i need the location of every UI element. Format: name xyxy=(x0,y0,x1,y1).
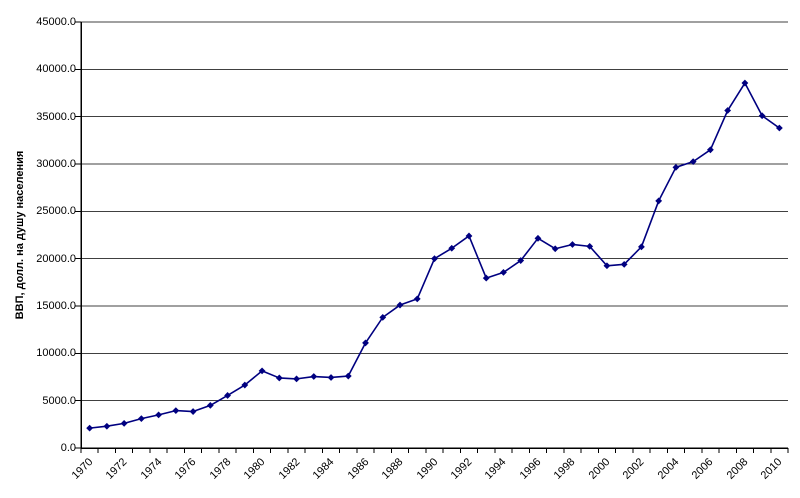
y-tick-label: 15000.0 xyxy=(36,300,76,312)
y-tick-label: 25000.0 xyxy=(36,205,76,218)
data-point-1994 xyxy=(500,268,507,276)
y-tick-label: 5000.0 xyxy=(42,394,76,407)
data-point-2001 xyxy=(620,260,628,268)
data-point-1971 xyxy=(103,422,111,430)
data-point-1985 xyxy=(344,372,352,380)
y-tick-label: 10000.0 xyxy=(36,347,76,360)
data-point-1993 xyxy=(482,274,490,282)
data-point-1990 xyxy=(431,255,438,263)
data-point-1979 xyxy=(241,381,249,389)
y-tick-label: 45000.0 xyxy=(36,16,76,28)
data-point-2003 xyxy=(655,197,663,205)
data-point-1970 xyxy=(86,424,94,432)
data-point-1996 xyxy=(534,234,542,242)
data-point-1976 xyxy=(189,408,197,415)
data-point-1987 xyxy=(379,313,387,321)
data-point-2009 xyxy=(758,112,766,120)
data-point-2008 xyxy=(741,79,749,87)
data-point-2004 xyxy=(672,163,680,171)
data-point-1980 xyxy=(258,367,266,375)
data-point-1977 xyxy=(206,402,214,409)
data-point-1998 xyxy=(569,241,576,248)
y-tick-label: 0.0 xyxy=(60,442,76,454)
y-tick-label: 35000.0 xyxy=(36,110,76,123)
y-tick-label: 30000.0 xyxy=(36,158,76,170)
y-tick-label: 20000.0 xyxy=(36,252,76,265)
data-point-1978 xyxy=(224,392,231,399)
data-point-1972 xyxy=(120,419,128,427)
data-point-1988 xyxy=(396,301,404,309)
data-point-1989 xyxy=(413,295,421,303)
data-point-1999 xyxy=(586,242,594,250)
data-point-1982 xyxy=(293,375,300,383)
data-point-1981 xyxy=(275,374,283,382)
data-point-1986 xyxy=(362,339,369,347)
data-point-1973 xyxy=(137,415,145,423)
data-point-1983 xyxy=(310,373,318,380)
data-point-2010 xyxy=(775,124,783,132)
data-point-2005 xyxy=(689,158,697,166)
data-point-1992 xyxy=(465,232,473,240)
data-point-1997 xyxy=(551,245,559,253)
data-point-2007 xyxy=(724,107,732,114)
y-tick-label: 40000.0 xyxy=(36,63,76,76)
data-point-2000 xyxy=(603,262,611,270)
data-point-1975 xyxy=(172,407,180,415)
y-axis-title: ВВП, долл. на душу населения xyxy=(14,150,26,320)
data-point-1995 xyxy=(517,257,525,264)
data-point-2002 xyxy=(638,243,645,251)
data-point-2006 xyxy=(707,146,714,154)
data-point-1984 xyxy=(327,374,335,381)
data-point-1991 xyxy=(448,244,456,252)
data-point-1974 xyxy=(155,411,162,419)
